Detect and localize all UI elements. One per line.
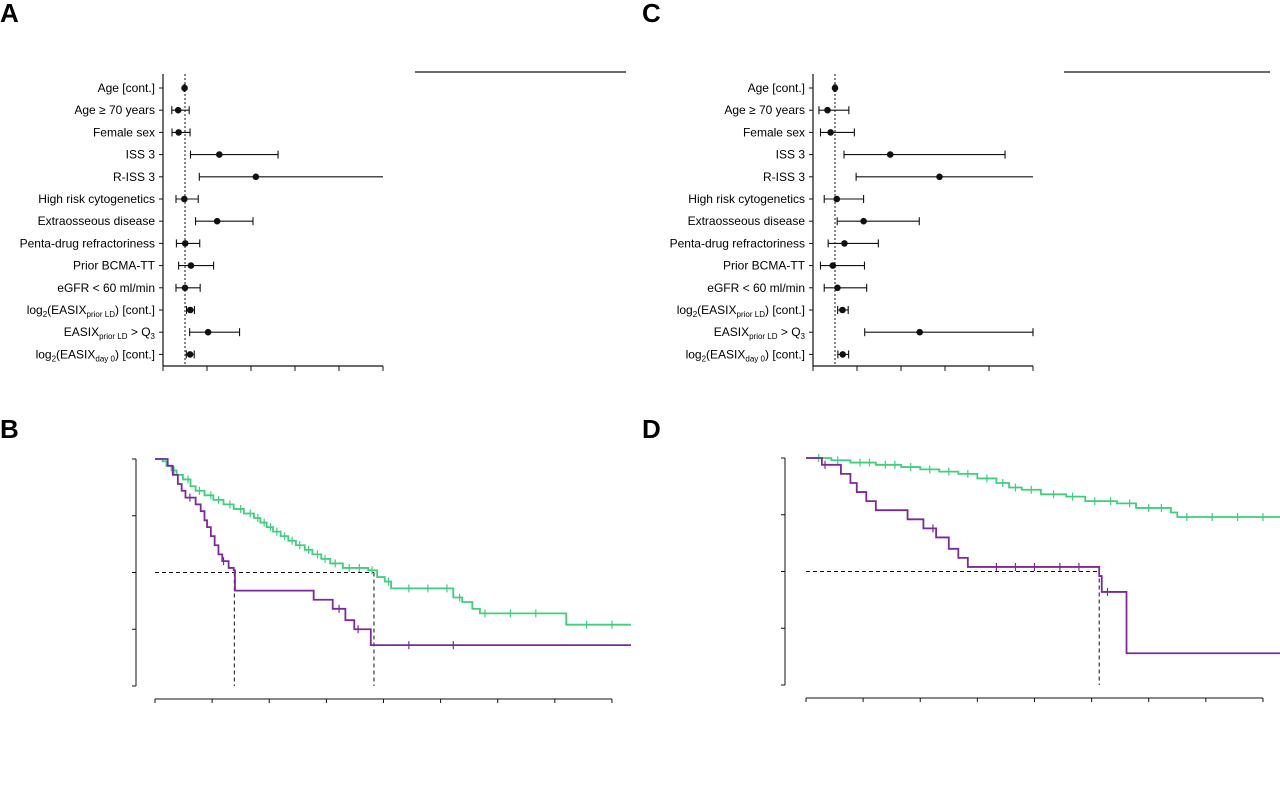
- forest-point: [916, 328, 923, 336]
- forest-point: [252, 173, 260, 181]
- forest-point: [174, 106, 182, 114]
- forest-point: [181, 195, 188, 203]
- forest-point: [824, 106, 831, 114]
- panel-label-d: D: [642, 414, 661, 444]
- km-plot-os: [781, 454, 1280, 702]
- forest-row-label: EASIXprior LD > Q3: [64, 325, 156, 341]
- forest-row-label: eGFR < 60 ml/min: [707, 281, 805, 295]
- forest-point: [216, 151, 223, 158]
- forest-row-label: log2(EASIXprior LD) [cont.]: [27, 303, 155, 319]
- km-plot-pfs: [132, 458, 631, 703]
- forest-row-label: Prior BCMA-TT: [723, 259, 806, 273]
- panel-label-a: A: [0, 0, 19, 28]
- forest-point: [829, 262, 837, 269]
- forest-point: [841, 240, 848, 247]
- forest-plot-pfs: Age [cont.] Age ≥ 70 years Female sex ISS 3…: [20, 71, 626, 371]
- forest-row-label: Age ≥ 70 years: [724, 103, 805, 117]
- forest-row-label: Extraosseous disease: [38, 214, 156, 228]
- forest-row-label: Prior BCMA-TT: [73, 259, 156, 273]
- forest-point: [834, 284, 841, 292]
- panel-label-b: B: [0, 414, 19, 444]
- forest-point: [886, 151, 894, 158]
- forest-point: [839, 306, 846, 314]
- forest-row-label: Age ≥ 70 years: [74, 103, 155, 117]
- forest-row-label: Age [cont.]: [98, 81, 155, 95]
- forest-point: [831, 84, 839, 92]
- forest-row-label: Female sex: [743, 125, 805, 139]
- forest-point: [181, 240, 189, 247]
- km-curve-low-group: [806, 457, 1280, 518]
- forest-point: [181, 284, 189, 292]
- forest-row-label: R-ISS 3: [763, 170, 805, 184]
- km-curve-low-group: [155, 458, 631, 626]
- forest-point: [181, 84, 188, 92]
- panel-label-c: C: [642, 0, 661, 28]
- forest-point: [213, 217, 221, 225]
- forest-row-label: High risk cytogenetics: [688, 192, 805, 206]
- forest-row-label: Penta-drug refractoriness: [670, 236, 805, 250]
- forest-point: [187, 262, 195, 269]
- forest-point: [936, 173, 943, 181]
- km-curve-high-group: [155, 458, 631, 647]
- forest-point: [833, 195, 841, 203]
- forest-plot-os: Age [cont.] Age ≥ 70 years Female sex ISS 3…: [670, 71, 1270, 371]
- forest-row-label: Age [cont.]: [748, 81, 805, 95]
- forest-row-label: eGFR < 60 ml/min: [57, 281, 155, 295]
- forest-point: [827, 129, 834, 136]
- forest-row-label: log2(EASIXprior LD) [cont.]: [677, 303, 805, 319]
- forest-row-label: ISS 3: [126, 148, 156, 162]
- forest-row-label: High risk cytogenetics: [38, 192, 155, 206]
- forest-row-label: log2(EASIXday 0) [cont.]: [36, 347, 155, 363]
- forest-point: [175, 129, 182, 136]
- forest-point: [204, 328, 212, 336]
- forest-row-label: R-ISS 3: [113, 170, 155, 184]
- forest-row-label: ISS 3: [776, 148, 806, 162]
- forest-row-label: log2(EASIXday 0) [cont.]: [686, 347, 805, 363]
- km-curve-high-group: [806, 457, 1280, 655]
- forest-row-label: EASIXprior LD > Q3: [714, 325, 806, 341]
- forest-point: [186, 351, 194, 358]
- forest-row-label: Extraosseous disease: [688, 214, 806, 228]
- forest-row-label: Female sex: [93, 125, 155, 139]
- forest-row-label: Penta-drug refractoriness: [20, 236, 155, 250]
- forest-point: [839, 351, 846, 358]
- forest-point: [186, 306, 194, 314]
- forest-point: [860, 217, 867, 225]
